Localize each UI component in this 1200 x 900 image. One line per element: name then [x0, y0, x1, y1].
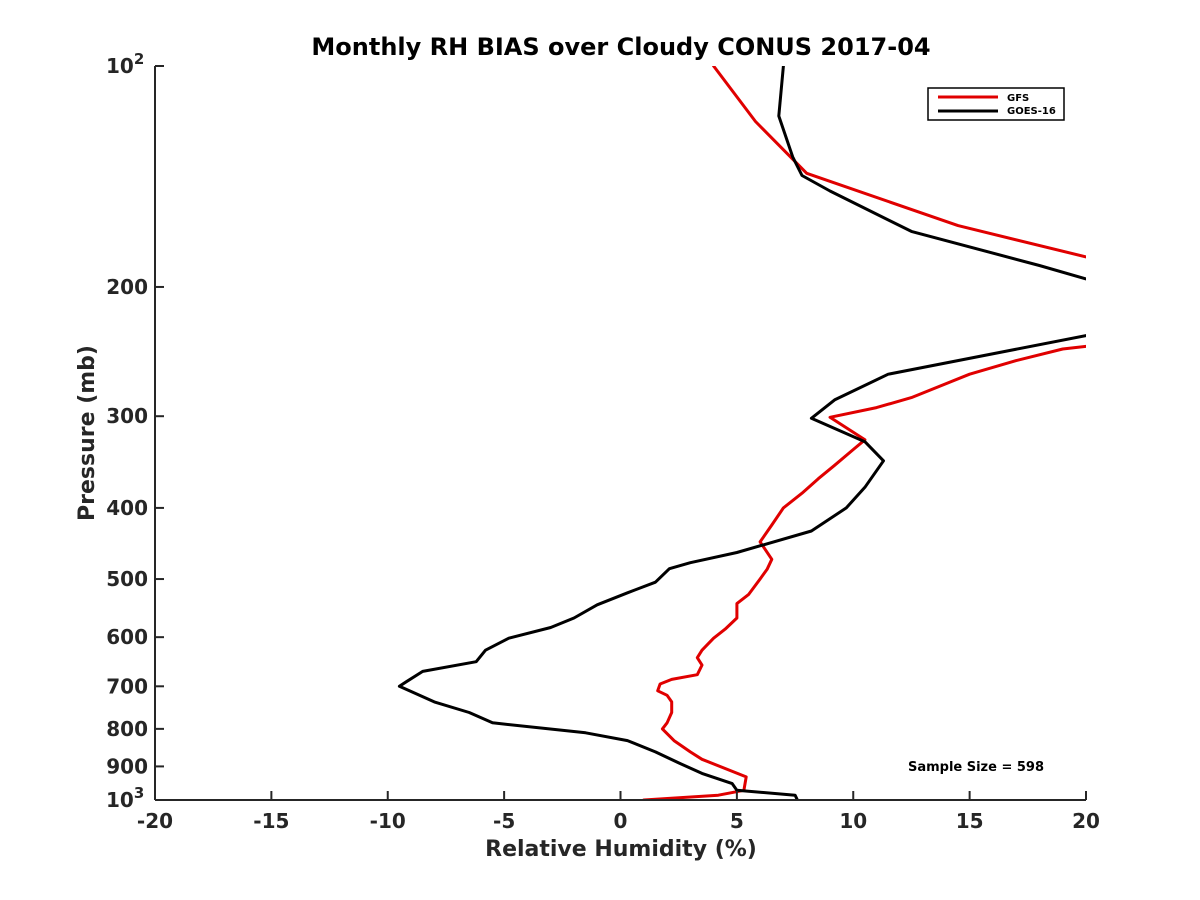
x-tick-label: 10	[839, 809, 867, 833]
y-tick-label: 600	[106, 625, 148, 649]
x-tick-label: 0	[614, 809, 628, 833]
y-tick-label: 500	[106, 567, 148, 591]
x-tick-label: -5	[493, 809, 515, 833]
legend-box	[927, 87, 1065, 121]
y-tick-label: 400	[106, 496, 148, 520]
legend: GFS GOES-16	[927, 87, 1065, 121]
series-line-goes16-segment-2	[397, 334, 1086, 800]
y-tick-label: 800	[106, 717, 148, 741]
y-axis-ticks: 102 200 300 400 500 600 700 800 900 103	[106, 50, 164, 812]
x-tick-label: 5	[730, 809, 744, 833]
y-tick-label: 102	[106, 50, 144, 78]
series-layer	[397, 66, 1086, 800]
x-tick-label: 15	[956, 809, 984, 833]
series-line-goes16-segment-1	[777, 66, 1086, 281]
y-tick-label: 900	[106, 754, 148, 778]
legend-label-goes16: GOES-16	[1007, 106, 1056, 117]
x-tick-label: -15	[253, 809, 289, 833]
y-tick-label: 103	[106, 784, 144, 812]
sample-size-annotation: Sample Size = 598	[908, 760, 1044, 775]
y-tick-label: 700	[106, 674, 148, 698]
legend-label-gfs: GFS	[1007, 93, 1029, 104]
series-line-gfs-segment-2	[642, 344, 1086, 800]
chart-title: Monthly RH BIAS over Cloudy CONUS 2017-0…	[311, 33, 930, 61]
y-tick-label: 300	[106, 404, 148, 428]
x-tick-label: 20	[1072, 809, 1100, 833]
x-axis-title: Relative Humidity (%)	[485, 837, 757, 862]
x-tick-label: -20	[137, 809, 173, 833]
y-tick-label: 200	[106, 275, 148, 299]
y-axis-title: Pressure (mb)	[75, 345, 100, 521]
series-line-gfs-segment-1	[712, 66, 1086, 259]
x-axis-ticks: -20 -15 -10 -5 0 5 10 15 20	[137, 791, 1100, 833]
x-tick-label: -10	[370, 809, 406, 833]
